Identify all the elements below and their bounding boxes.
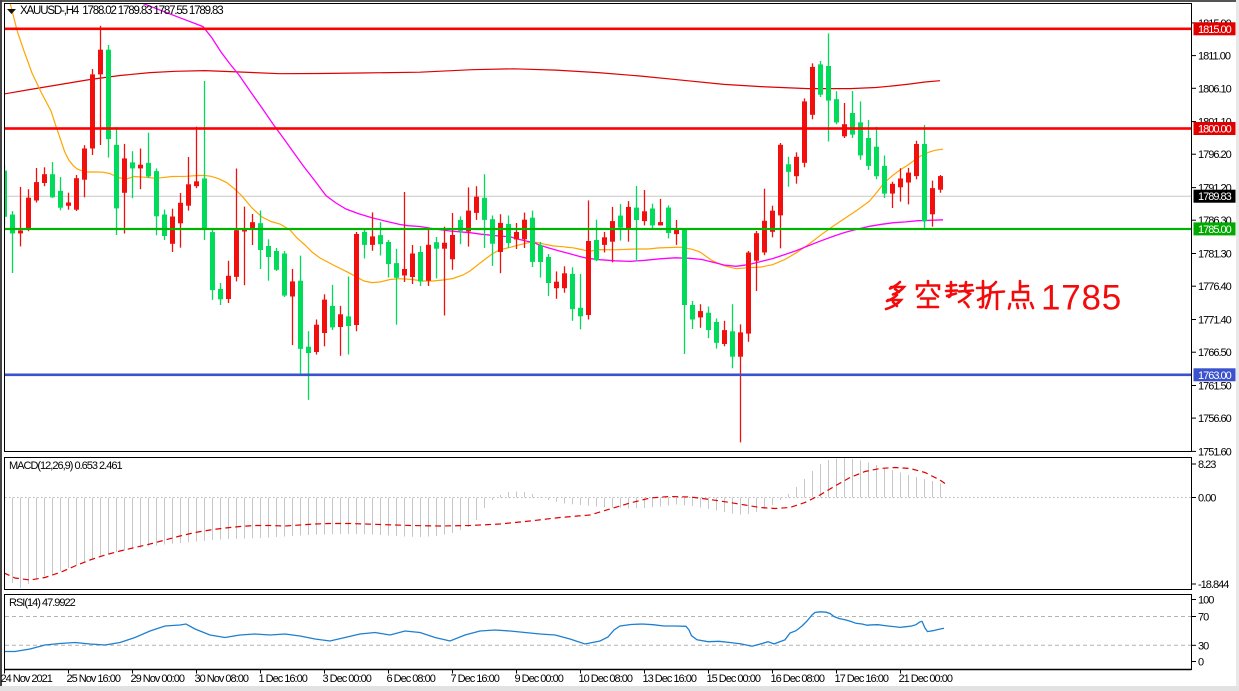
svg-text:RSI(14) 47.9922: RSI(14) 47.9922 <box>9 597 76 609</box>
svg-text:1781.30: 1781.30 <box>1198 249 1232 261</box>
svg-text:XAUUSD-,H4 1788.02 1789.83 17: XAUUSD-,H4 1788.02 1789.83 1787.55 1789.… <box>20 5 223 17</box>
svg-text:0: 0 <box>1198 657 1204 669</box>
svg-text:1800.00: 1800.00 <box>1198 124 1232 136</box>
svg-text:1785: 1785 <box>1041 279 1122 318</box>
svg-text:1756.60: 1756.60 <box>1198 413 1232 425</box>
svg-text:1796.20: 1796.20 <box>1198 149 1232 161</box>
svg-text:1806.10: 1806.10 <box>1198 83 1232 95</box>
svg-text:3 Dec 00:00: 3 Dec 00:00 <box>323 673 372 685</box>
svg-text:30 Nov 08:00: 30 Nov 08:00 <box>195 673 249 685</box>
svg-text:8.23: 8.23 <box>1198 459 1216 471</box>
svg-text:9 Dec 00:00: 9 Dec 00:00 <box>515 673 564 685</box>
svg-text:1766.50: 1766.50 <box>1198 347 1232 359</box>
svg-text:25 Nov 16:00: 25 Nov 16:00 <box>67 673 121 685</box>
svg-text:29 Nov 00:00: 29 Nov 00:00 <box>131 673 185 685</box>
svg-text:1751.60: 1751.60 <box>1198 446 1232 458</box>
svg-text:MACD(12,26,9) 0.653 2.461: MACD(12,26,9) 0.653 2.461 <box>9 460 122 472</box>
svg-text:1761.50: 1761.50 <box>1198 381 1232 393</box>
svg-text:24 Nov 2021: 24 Nov 2021 <box>1 673 53 685</box>
svg-text:13 Dec 16:00: 13 Dec 16:00 <box>643 673 697 685</box>
svg-text:17 Dec 16:00: 17 Dec 16:00 <box>835 673 889 685</box>
svg-text:0.00: 0.00 <box>1198 493 1216 505</box>
svg-text:1776.40: 1776.40 <box>1198 281 1232 293</box>
svg-text:100: 100 <box>1198 595 1214 607</box>
svg-text:1789.83: 1789.83 <box>1198 191 1232 203</box>
svg-text:1771.40: 1771.40 <box>1198 315 1232 327</box>
svg-text:21 Dec 00:00: 21 Dec 00:00 <box>899 673 953 685</box>
svg-text:10 Dec 08:00: 10 Dec 08:00 <box>579 673 633 685</box>
svg-text:15 Dec 00:00: 15 Dec 00:00 <box>707 673 761 685</box>
svg-text:6 Dec 08:00: 6 Dec 08:00 <box>387 673 436 685</box>
svg-text:7 Dec 16:00: 7 Dec 16:00 <box>451 673 500 685</box>
svg-text:1811.00: 1811.00 <box>1198 51 1231 63</box>
svg-text:1785.00: 1785.00 <box>1198 224 1232 236</box>
svg-text:1 Dec 16:00: 1 Dec 16:00 <box>259 673 308 685</box>
svg-text:-18.844: -18.844 <box>1198 579 1229 591</box>
svg-text:30: 30 <box>1198 640 1209 652</box>
svg-text:70: 70 <box>1198 612 1209 624</box>
svg-text:16 Dec 08:00: 16 Dec 08:00 <box>771 673 825 685</box>
svg-text:1815.00: 1815.00 <box>1198 24 1232 36</box>
svg-text:1763.00: 1763.00 <box>1198 370 1232 382</box>
